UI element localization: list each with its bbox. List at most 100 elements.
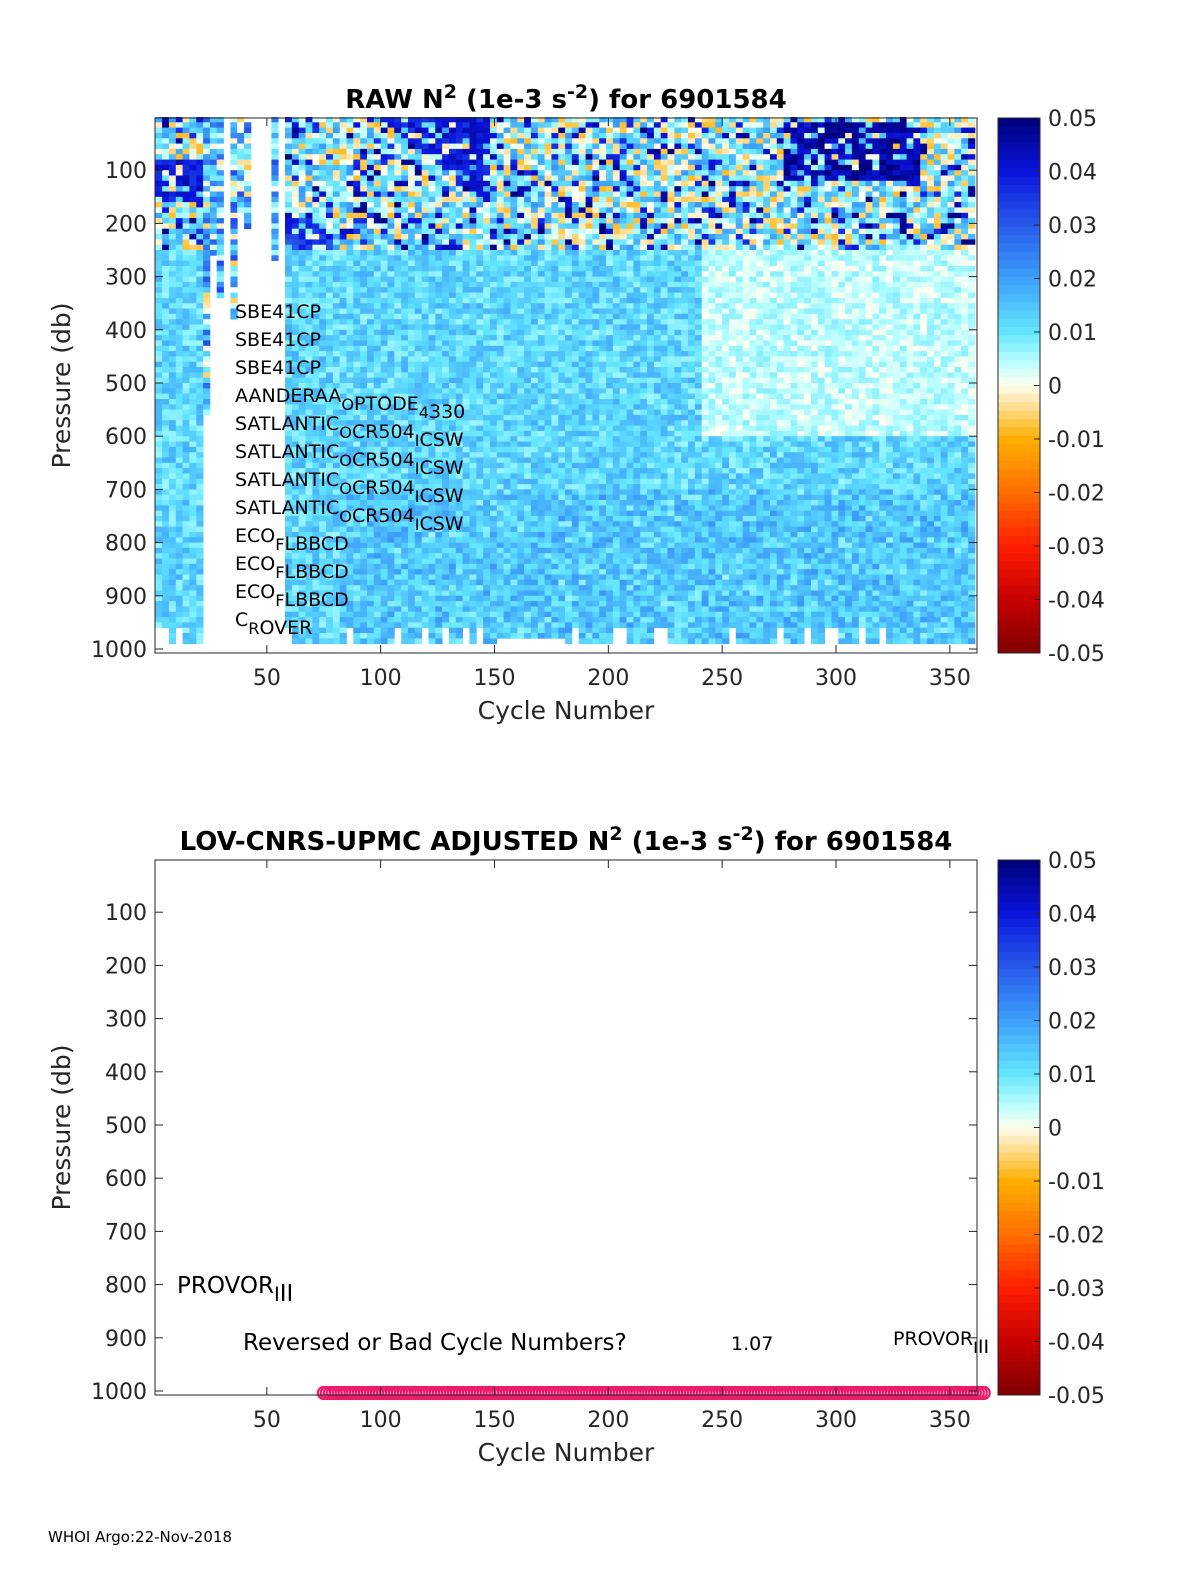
heatmap-cell [346, 388, 354, 394]
heatmap-cell [346, 399, 354, 405]
heatmap-cell [483, 234, 491, 240]
heatmap-cell [483, 324, 491, 331]
heatmap-cell [401, 138, 409, 144]
heatmap-cell [428, 319, 436, 325]
heatmap-cell [237, 133, 245, 139]
heatmap-cell [490, 133, 498, 139]
heatmap-cell [455, 250, 463, 256]
heatmap-cell [319, 335, 327, 341]
heatmap-cell [462, 308, 470, 315]
heatmap-cell [517, 579, 525, 586]
heatmap-cell [503, 500, 511, 506]
heatmap-cell [483, 569, 491, 575]
heatmap-cell [449, 164, 457, 171]
heatmap-cell [175, 351, 183, 357]
heatmap-cell [558, 260, 566, 267]
heatmap-cell [285, 611, 293, 618]
heatmap-cell [496, 196, 504, 203]
heatmap-cell [319, 308, 327, 315]
heatmap-cell [408, 436, 416, 442]
heatmap-cell [558, 409, 566, 416]
heatmap-cell [373, 617, 381, 623]
heatmap-cell [360, 297, 368, 304]
heatmap-cell [332, 170, 341, 176]
heatmap-cell [203, 180, 211, 187]
heatmap-cell [244, 148, 252, 155]
heatmap-cell [373, 452, 381, 458]
heatmap-cell [367, 574, 375, 581]
heatmap-cell [449, 234, 457, 240]
heatmap-cell [544, 377, 552, 384]
heatmap-cell [312, 340, 320, 347]
heatmap-cell [189, 367, 197, 373]
heatmap-cell [326, 356, 334, 363]
heatmap-cell [455, 558, 463, 565]
heatmap-cell [353, 175, 361, 182]
heatmap-cell [339, 292, 347, 299]
heatmap-cell [285, 122, 293, 128]
heatmap-cell [530, 164, 539, 171]
heatmap-cell [182, 308, 190, 315]
heatmap-cell [394, 595, 402, 602]
heatmap-cell [203, 388, 211, 394]
heatmap-cell [353, 335, 361, 341]
heatmap-cell [332, 377, 341, 384]
heatmap-cell [394, 340, 402, 347]
heatmap-cell [196, 324, 204, 331]
heatmap-cell [339, 271, 347, 277]
heatmap-cell [455, 478, 463, 485]
heatmap-cell [155, 601, 163, 607]
heatmap-cell [551, 462, 559, 469]
heatmap-cell [483, 627, 491, 634]
heatmap-cell [339, 164, 347, 171]
heatmap-cell [373, 414, 381, 421]
heatmap-cell [462, 196, 470, 203]
heatmap-cell [387, 127, 395, 134]
heatmap-cell [373, 196, 381, 203]
heatmap-cell [162, 425, 170, 432]
heatmap-cell [155, 143, 163, 150]
heatmap-cell [469, 441, 477, 448]
heatmap-cell [319, 457, 327, 464]
heatmap-cell [565, 308, 573, 315]
heatmap-cell [298, 239, 306, 246]
heatmap-cell [503, 202, 511, 208]
heatmap-cell [558, 148, 566, 155]
heatmap-cell [332, 468, 341, 474]
heatmap-cell [360, 409, 368, 416]
heatmap-cell [285, 462, 293, 469]
heatmap-cell [360, 250, 368, 256]
heatmap-cell [455, 436, 463, 442]
heatmap-cell [565, 143, 573, 150]
heatmap-cell [490, 266, 498, 272]
heatmap-cell [360, 228, 368, 235]
heatmap-cell [312, 313, 320, 320]
heatmap-cell [189, 473, 197, 480]
heatmap-cell [503, 292, 511, 299]
heatmap-cell [565, 260, 573, 267]
heatmap-cell [455, 287, 463, 293]
heatmap-cell [551, 164, 559, 171]
heatmap-cell [380, 292, 388, 299]
heatmap-cell [510, 122, 518, 128]
heatmap-cell [162, 383, 170, 389]
heatmap-cell [565, 138, 573, 144]
heatmap-cell [551, 335, 559, 341]
heatmap-cell [380, 329, 388, 336]
heatmap-cell [360, 170, 368, 176]
heatmap-cell [476, 558, 484, 565]
heatmap-cell [196, 462, 204, 469]
heatmap-cell [380, 547, 388, 554]
heatmap-cell [332, 452, 341, 458]
heatmap-cell [421, 468, 429, 474]
heatmap-cell [551, 313, 559, 320]
heatmap-cell [483, 276, 491, 283]
heatmap-cell [530, 473, 539, 480]
heatmap-cell [353, 505, 361, 512]
heatmap-cell [537, 250, 545, 256]
heatmap-cell [230, 266, 238, 272]
heatmap-cell [414, 425, 422, 432]
heatmap-cell [428, 313, 436, 320]
heatmap-cell [162, 484, 170, 490]
heatmap-cell [490, 457, 498, 464]
